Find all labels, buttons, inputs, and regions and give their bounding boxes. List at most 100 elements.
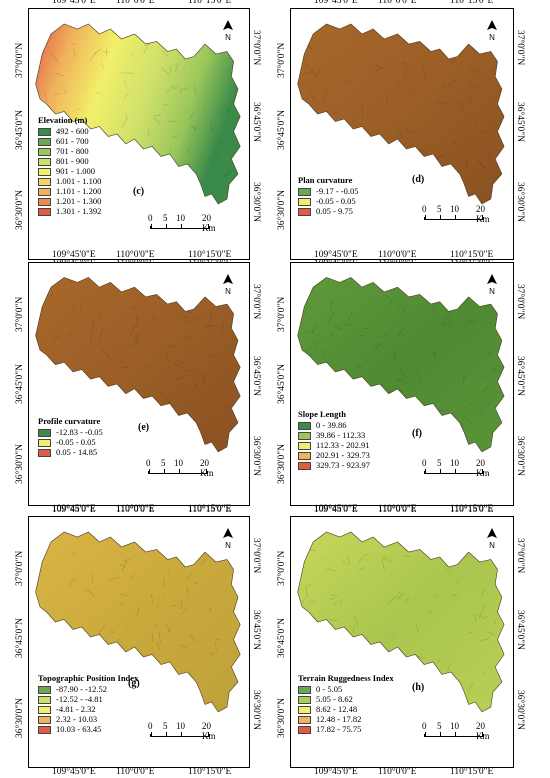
legend-item-label: 329.73 - 923.97 bbox=[316, 460, 370, 471]
svg-text:N: N bbox=[489, 287, 495, 295]
longitude-tick-top: 109°45'0"E bbox=[314, 504, 358, 514]
scale-label: 5 bbox=[437, 458, 442, 468]
legend-item: -12.52 - -4.81 bbox=[38, 695, 138, 705]
scale-bar-line bbox=[150, 224, 210, 229]
legend-item: 329.73 - 923.97 bbox=[298, 461, 370, 471]
panel-label: (c) bbox=[133, 186, 145, 197]
legend-title: Profile curvature bbox=[38, 416, 101, 426]
latitude-tick-right: 36°30'0"N bbox=[515, 436, 525, 476]
longitude-tick-bottom: 110°0'0"E bbox=[116, 767, 155, 777]
latitude-tick-right: 36°45'0"N bbox=[251, 610, 261, 650]
legend-item: -0.05 - 0.05 bbox=[38, 438, 103, 448]
longitude-tick-bottom: 110°0'0"E bbox=[378, 767, 417, 777]
latitude-tick-left: 37°0'0"N bbox=[277, 550, 287, 586]
legend-item-label: -9.17 - -0.05 bbox=[316, 186, 359, 197]
scale-label: 5 bbox=[437, 204, 442, 214]
scale-label: 20 Km bbox=[200, 458, 214, 478]
longitude-tick-bottom: 109°45'0"E bbox=[52, 767, 96, 777]
legend-swatch bbox=[38, 167, 51, 176]
latitude-tick-right: 36°45'0"N bbox=[515, 102, 525, 142]
longitude-tick-top: 110°0'0"E bbox=[116, 504, 155, 514]
legend-item-label: 8.62 - 12.48 bbox=[316, 704, 358, 715]
latitude-tick-right: 37°0'0"N bbox=[251, 284, 261, 320]
legend-item: 112.33 - 202.91 bbox=[298, 441, 370, 451]
study-area-map bbox=[297, 277, 505, 453]
panel-label: (e) bbox=[138, 422, 150, 433]
scale-label: 5 bbox=[163, 721, 168, 731]
legend-item: 0 - 39.86 bbox=[298, 421, 370, 431]
legend-item: 0.05 - 14.85 bbox=[38, 448, 103, 458]
longitude-tick-top: 109°45'0"E bbox=[52, 250, 96, 260]
scale-bar: 0 5 10 20 Km bbox=[422, 458, 496, 478]
longitude-tick-top: 109°45'0"E bbox=[314, 250, 358, 260]
legend-item-label: 2.32 - 10.03 bbox=[56, 714, 98, 725]
study-area-map bbox=[35, 531, 241, 713]
latitude-tick-left: 36°45'0"N bbox=[15, 618, 25, 658]
panel-label: (h) bbox=[412, 682, 425, 693]
latitude-tick-right: 36°30'0"N bbox=[515, 690, 525, 730]
scale-bar: 0 5 10 20 Km bbox=[148, 721, 222, 741]
legend-title: Topographic Position Index bbox=[38, 673, 139, 683]
map-frame: N bbox=[290, 516, 514, 768]
legend-item: 12.48 - 17.82 bbox=[298, 715, 394, 725]
latitude-tick-right: 37°0'0"N bbox=[515, 284, 525, 320]
scale-bar: 0 5 10 20 Km bbox=[146, 458, 220, 478]
legend-swatch bbox=[298, 431, 311, 440]
longitude-tick-top: 110°0'0"E bbox=[378, 250, 417, 260]
latitude-tick-left: 36°30'0"N bbox=[277, 190, 287, 230]
legend-item: 2.32 - 10.03 bbox=[38, 715, 138, 725]
latitude-tick-right: 37°0'0"N bbox=[251, 30, 261, 66]
latitude-tick-left: 37°0'0"N bbox=[15, 42, 25, 78]
legend-item: 801 - 900 bbox=[38, 157, 101, 167]
panel-label: (d) bbox=[412, 174, 425, 185]
legend-item: 601 - 700 bbox=[38, 137, 101, 147]
legend-swatch bbox=[38, 207, 51, 216]
latitude-tick-right: 36°45'0"N bbox=[251, 102, 261, 142]
legend-title: Slope Length bbox=[298, 409, 346, 419]
legend-item-label: 202.91 - 329.73 bbox=[316, 450, 370, 461]
map-legend: Profile curvature -12.83 - -0.05 -0.05 -… bbox=[38, 417, 103, 458]
legend-swatch bbox=[298, 725, 311, 734]
legend-item: 17.82 - 75.75 bbox=[298, 725, 394, 735]
longitude-tick-top: 109°45'0"E bbox=[314, 0, 358, 6]
legend-item-label: 0.05 - 9.75 bbox=[316, 206, 353, 217]
map-frame: N bbox=[290, 262, 514, 506]
longitude-tick-top: 110°15'0"E bbox=[450, 504, 494, 514]
scale-label: 0 bbox=[422, 721, 427, 731]
legend-item: -12.83 - -0.05 bbox=[38, 428, 103, 438]
legend-swatch bbox=[38, 147, 51, 156]
study-area-map bbox=[297, 23, 505, 205]
legend-item: -4.81 - 2.32 bbox=[38, 705, 138, 715]
latitude-tick-right: 36°45'0"N bbox=[515, 356, 525, 396]
scale-label: 20 Km bbox=[476, 204, 490, 224]
legend-item-label: 112.33 - 202.91 bbox=[316, 440, 370, 451]
legend-swatch bbox=[38, 705, 51, 714]
latitude-tick-left: 36°45'0"N bbox=[277, 618, 287, 658]
longitude-tick-bottom: 110°15'0"E bbox=[450, 767, 494, 777]
longitude-tick-top: 110°15'0"E bbox=[450, 250, 494, 260]
scale-label: 10 bbox=[450, 458, 459, 468]
legend-item: -9.17 - -0.05 bbox=[298, 187, 359, 197]
map-legend: Elevation (m) 492 - 600 601 - 700 701 - … bbox=[38, 116, 101, 217]
scale-label: 20 Km bbox=[476, 721, 490, 741]
legend-item: 0 - 5.05 bbox=[298, 685, 394, 695]
latitude-tick-right: 36°45'0"N bbox=[251, 356, 261, 396]
scale-bar: 0 5 10 20 Km bbox=[148, 213, 222, 233]
latitude-tick-left: 37°0'0"N bbox=[15, 296, 25, 332]
map-legend: Terrain Ruggedness Index 0 - 5.05 5.05 -… bbox=[298, 674, 394, 735]
legend-item: 202.91 - 329.73 bbox=[298, 451, 370, 461]
legend-swatch bbox=[298, 451, 311, 460]
legend-item: 10.03 - 63.45 bbox=[38, 725, 138, 735]
legend-swatch bbox=[38, 197, 51, 206]
legend-swatch bbox=[298, 187, 311, 196]
legend-swatch bbox=[38, 685, 51, 694]
legend-swatch bbox=[38, 187, 51, 196]
latitude-tick-left: 37°0'0"N bbox=[15, 550, 25, 586]
legend-item-label: 1.101 - 1.200 bbox=[56, 186, 102, 197]
legend-swatch bbox=[38, 715, 51, 724]
legend-item-label: 12.48 - 17.82 bbox=[316, 714, 362, 725]
latitude-tick-left: 37°0'0"N bbox=[277, 42, 287, 78]
svg-text:N: N bbox=[225, 33, 231, 41]
latitude-tick-left: 36°45'0"N bbox=[15, 110, 25, 150]
legend-swatch bbox=[38, 137, 51, 146]
